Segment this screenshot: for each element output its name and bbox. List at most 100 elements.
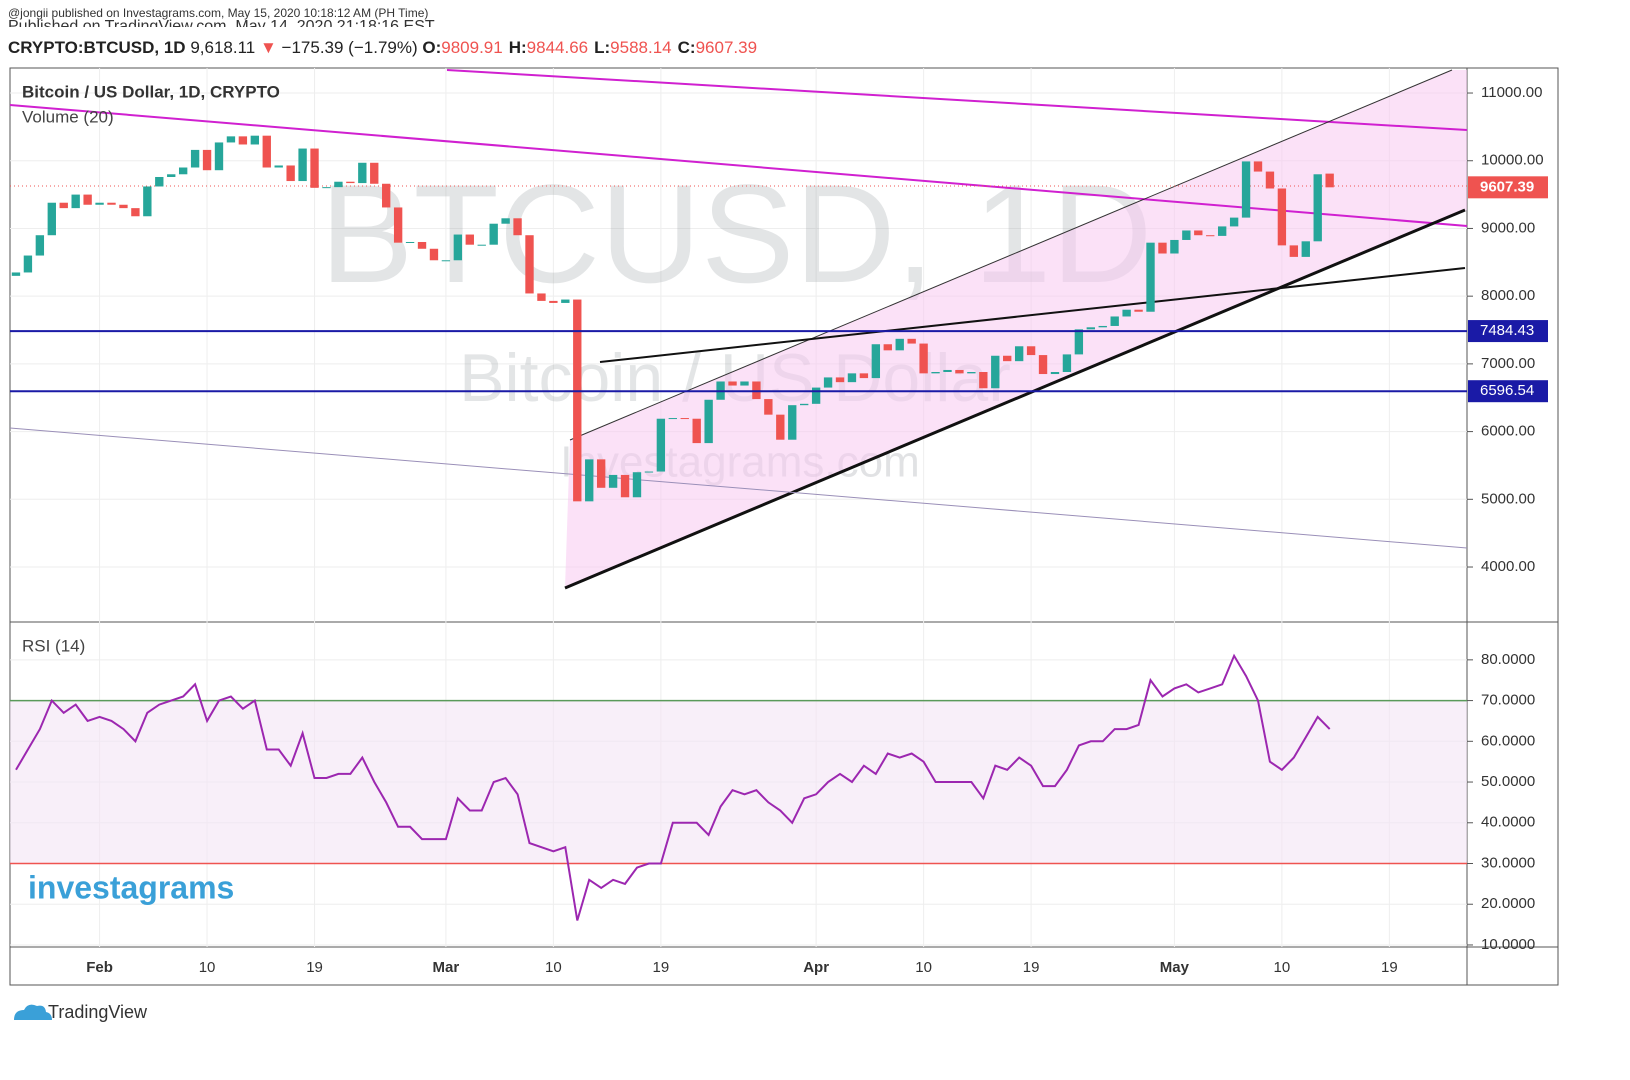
- header: @jongii published on Investagrams.com, M…: [8, 0, 1608, 62]
- candle-body: [1014, 346, 1024, 362]
- x-tick-label: Mar: [433, 959, 460, 976]
- candle-body: [477, 244, 486, 246]
- candle-body: [1289, 245, 1299, 257]
- trend-line: [9, 104, 1468, 227]
- candle-body: [370, 162, 379, 184]
- candle-body: [47, 202, 56, 236]
- candle-body: [465, 234, 474, 245]
- candle-body: [919, 343, 928, 374]
- candle-body: [1110, 316, 1119, 326]
- candle-body: [1217, 226, 1227, 236]
- candle-body: [1313, 174, 1322, 242]
- channel-lower: [564, 208, 1466, 590]
- candle-body: [23, 255, 33, 273]
- trend-line: [599, 267, 1466, 363]
- candle-body: [883, 344, 892, 351]
- candle-body: [1050, 372, 1060, 375]
- candle-body: [728, 381, 737, 386]
- candle-body: [1182, 230, 1191, 240]
- candle-body: [1194, 230, 1203, 236]
- candle-body: [596, 459, 606, 488]
- ohlc-label: H:: [508, 38, 527, 57]
- candle-body: [429, 248, 439, 261]
- x-tick-label: 19: [1381, 959, 1398, 976]
- symbol: CRYPTO:BTCUSD, 1D: [8, 38, 186, 57]
- y-tick-label: 7000.00: [1481, 355, 1535, 372]
- publisher: @jongii published on Investagrams.com, M…: [8, 6, 429, 20]
- candle-body: [561, 299, 570, 303]
- candle-body: [1170, 239, 1179, 254]
- channel-upper: [569, 69, 1453, 441]
- candle-body: [585, 459, 594, 502]
- candle-body: [1241, 161, 1251, 218]
- candle-body: [1206, 235, 1215, 237]
- trend-line: [446, 69, 1468, 131]
- candle-body: [680, 418, 689, 420]
- candle-body: [931, 372, 940, 374]
- rsi-tick-label: 80.0000: [1481, 651, 1535, 668]
- candle-body: [155, 176, 164, 187]
- rsi-band: [10, 700, 1467, 864]
- candle-body: [513, 218, 522, 236]
- candle-body: [119, 204, 128, 209]
- quote-line: CRYPTO:BTCUSD, 1D 9,618.11 ▼ −175.39 (−1…: [8, 38, 763, 58]
- candle-body: [835, 377, 845, 383]
- candle-body: [788, 405, 797, 440]
- candle-body: [131, 208, 140, 217]
- candle-body: [83, 194, 92, 205]
- candle-body: [1277, 188, 1287, 246]
- candle-body: [453, 234, 463, 261]
- candle-body: [692, 418, 701, 444]
- ohlc-label: O:: [422, 38, 442, 57]
- brand-icon: [14, 1004, 52, 1020]
- candle-body: [979, 372, 988, 389]
- candle-body: [620, 474, 630, 498]
- rsi-tick-label: 30.0000: [1481, 854, 1535, 871]
- candle-body: [346, 181, 355, 184]
- candle-body: [967, 372, 976, 374]
- change: −175.39 (−1.79%): [281, 38, 418, 57]
- candle-body: [1265, 171, 1275, 189]
- candle-body: [1134, 309, 1143, 312]
- x-tick-label: 19: [1023, 959, 1040, 976]
- ohlc-value: 9844.66: [526, 38, 589, 57]
- arrow: ▼: [259, 38, 277, 57]
- candle-body: [1122, 309, 1131, 317]
- candle-body: [1229, 217, 1239, 227]
- candle-body: [322, 187, 331, 189]
- candle-body: [776, 414, 785, 440]
- ohlc-value: 9607.39: [695, 38, 758, 57]
- level-label: 7484.43: [1480, 322, 1534, 339]
- candle-body: [1062, 354, 1072, 373]
- candle-body: [334, 181, 343, 188]
- candle-body: [871, 344, 881, 379]
- candle-body: [644, 471, 654, 473]
- y-tick-label: 6000.00: [1481, 423, 1535, 440]
- candle-body: [190, 149, 200, 168]
- y-tick-label: 11000.00: [1481, 84, 1542, 101]
- x-tick-label: 10: [915, 959, 932, 976]
- rsi-tick-label: 20.0000: [1481, 895, 1535, 912]
- candle-body: [632, 472, 642, 498]
- y-tick-label: 8000.00: [1481, 287, 1535, 304]
- y-tick-label: 5000.00: [1481, 490, 1535, 507]
- brand: TradingView: [48, 1002, 148, 1022]
- ohlc-label: L:: [594, 38, 611, 57]
- rsi-title: RSI (14): [22, 636, 85, 655]
- candle-body: [549, 300, 558, 303]
- last-price-bg: [1468, 176, 1548, 199]
- candle-body: [441, 260, 451, 262]
- x-tick-label: May: [1160, 959, 1190, 976]
- candle-body: [895, 338, 904, 351]
- frame: [9, 67, 1559, 986]
- candle-body: [59, 202, 68, 209]
- candle-body: [501, 218, 510, 224]
- candle-body: [608, 474, 618, 488]
- level-label: 6596.54: [1480, 382, 1534, 399]
- candle-body: [943, 369, 952, 373]
- candle-body: [238, 136, 248, 145]
- candle-body: [525, 235, 534, 294]
- candle-body: [71, 194, 80, 209]
- published: Published on TradingView.com, May 14, 20…: [8, 18, 435, 27]
